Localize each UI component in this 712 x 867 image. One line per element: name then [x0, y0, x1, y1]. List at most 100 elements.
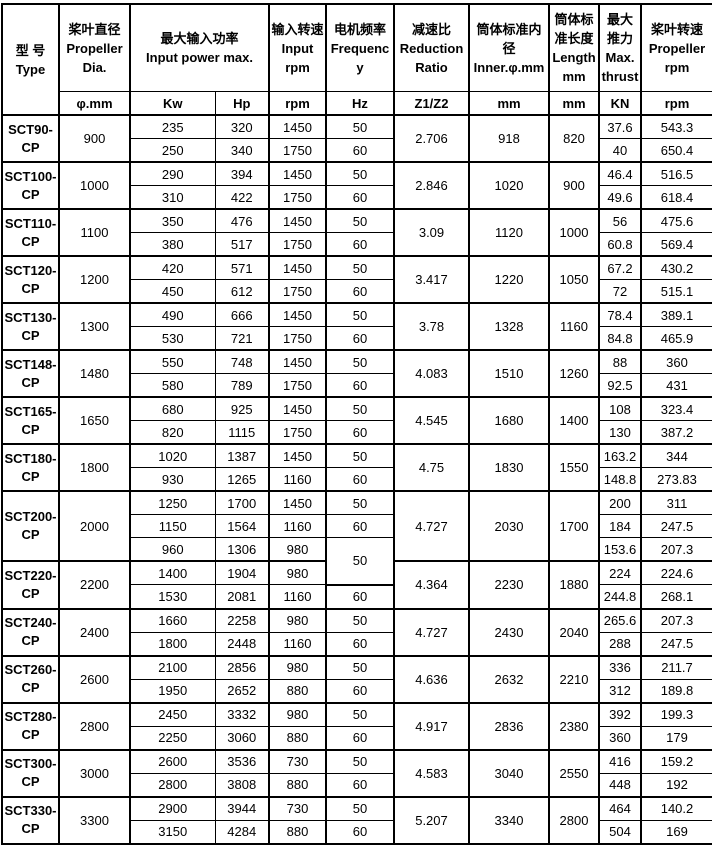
propeller-dia-cell: 2400 — [58, 608, 131, 657]
unit-prop-rpm: rpm — [640, 91, 712, 116]
input-rpm-cell: 1750 — [268, 326, 327, 351]
header-length: 筒体标准长度 Length mm — [548, 3, 600, 92]
model-cell: SCT330-CP — [1, 796, 60, 845]
hz-cell: 50 — [325, 114, 395, 139]
input-rpm-cell: 1750 — [268, 279, 327, 304]
unit-inner: mm — [468, 91, 550, 116]
propeller-rpm-cell: 650.4 — [640, 138, 712, 163]
max-thrust-cell: 56 — [598, 208, 642, 233]
kw-cell: 680 — [129, 396, 216, 421]
header-propeller-rpm: 桨叶转速 Propeller rpm — [640, 3, 712, 92]
header-inner-dia: 筒体标准内径 Inner.φ.mm — [468, 3, 550, 92]
input-rpm-cell: 1160 — [268, 467, 327, 492]
kw-cell: 350 — [129, 208, 216, 233]
table-row-sct90-cp-1: SCT90-CP 900 235 320 1450 50 2.706 918 820 37.6 54… — [1, 114, 712, 163]
input-rpm-cell: 980 — [268, 537, 327, 562]
table-row-sct330-cp-2: 3150 4284 880 60 504 169 — [2, 819, 712, 845]
table-row-sct280-cp-2: 2250 3060 880 60 360 179 — [2, 725, 712, 751]
hz-cell: 60 — [325, 819, 395, 845]
table-row-sct165-cp-2: 820 1115 1750 60 130 387.2 — [2, 420, 712, 445]
table-row-sct200-cp-1: SCT200-CP 2000 1250 1700 1450 50 4.727 2030 1700… — [1, 490, 712, 562]
hz-cell: 50 — [325, 490, 395, 515]
input-rpm-cell: 1750 — [268, 420, 327, 445]
table-row-sct130-cp-2: 530 721 1750 60 84.8 465.9 — [2, 326, 712, 351]
kw-cell: 2600 — [129, 749, 216, 774]
header-row-units: φ.mm Kw Hp rpm Hz Z1/Z2 mm mm KN rpm — [2, 91, 712, 116]
kw-cell: 490 — [129, 302, 216, 327]
table-row-sct110-cp-1: SCT110-CP 1100 350 476 1450 50 3.09 1120 1000 56 4… — [1, 208, 712, 257]
max-thrust-cell: 37.6 — [598, 114, 642, 139]
max-thrust-cell: 464 — [598, 796, 642, 821]
max-thrust-cell: 84.8 — [598, 326, 642, 351]
header-row-titles: 型 号 Type 桨叶直径 Propeller Dia. 最大输入功率 Inpu… — [1, 3, 712, 116]
reduction-ratio-cell: 4.583 — [393, 749, 470, 798]
max-thrust-cell: 504 — [598, 819, 642, 845]
header-reduction-ratio: 减速比 Reduction Ratio — [393, 3, 470, 92]
max-thrust-cell: 108 — [598, 396, 642, 421]
propeller-rpm-cell: 273.83 — [640, 467, 712, 492]
kw-cell: 420 — [129, 255, 216, 280]
table-row-sct130-cp-1: SCT130-CP 1300 490 666 1450 50 3.78 1328 1160 78.… — [1, 302, 712, 351]
table-row-sct200-cp-3: 960 1306 980 50 153.6 207.3 — [2, 537, 712, 586]
table-row-sct220-cp-1: SCT220-CP 2200 1400 1904 980 4.364 2230 1880 224… — [1, 560, 712, 610]
max-thrust-cell: 184 — [598, 514, 642, 538]
inner-dia-cell: 1510 — [468, 349, 550, 398]
kw-cell: 310 — [129, 185, 216, 210]
reduction-ratio-cell: 3.417 — [393, 255, 470, 304]
input-rpm-cell: 1450 — [268, 349, 327, 374]
max-thrust-cell: 224 — [598, 560, 642, 585]
table-row-sct165-cp-1: SCT165-CP 1650 680 925 1450 50 4.545 1680 1400 10… — [1, 396, 712, 445]
max-thrust-cell: 163.2 — [598, 443, 642, 468]
kw-cell: 580 — [129, 373, 216, 398]
max-thrust-cell: 148.8 — [598, 467, 642, 492]
hp-cell: 721 — [214, 326, 270, 351]
kw-cell: 1150 — [129, 514, 216, 538]
input-rpm-cell: 1450 — [268, 161, 327, 186]
kw-cell: 3150 — [129, 819, 216, 845]
hp-cell: 1115 — [214, 420, 270, 445]
propeller-rpm-cell: 430.2 — [640, 255, 712, 280]
hp-cell: 1700 — [214, 490, 270, 515]
propeller-rpm-cell: 465.9 — [640, 326, 712, 351]
length-cell: 900 — [548, 161, 600, 210]
max-thrust-cell: 153.6 — [598, 537, 642, 562]
propeller-dia-cell: 2800 — [58, 702, 131, 751]
propeller-rpm-cell: 207.3 — [640, 608, 712, 633]
propeller-dia-cell: 1000 — [58, 161, 131, 210]
length-cell: 820 — [548, 114, 600, 163]
table-row-sct120-cp-2: 450 612 1750 60 72 515.1 — [2, 279, 712, 304]
hp-cell: 3060 — [214, 725, 270, 751]
hp-cell: 571 — [214, 255, 270, 280]
hp-cell: 422 — [214, 185, 270, 210]
header-input-power: 最大输入功率 Input power max. — [129, 3, 270, 92]
hp-cell: 3536 — [214, 749, 270, 774]
unit-hz: Hz — [325, 91, 395, 116]
reduction-ratio-cell: 4.364 — [393, 560, 470, 610]
inner-dia-cell: 1680 — [468, 396, 550, 445]
hp-cell: 517 — [214, 232, 270, 257]
table-header: 型 号 Type 桨叶直径 Propeller Dia. 最大输入功率 Inpu… — [1, 3, 712, 116]
hp-cell: 612 — [214, 279, 270, 304]
hz-cell: 50 — [325, 349, 395, 374]
propeller-rpm-cell: 311 — [640, 490, 712, 515]
hp-cell: 1265 — [214, 467, 270, 492]
model-cell: SCT165-CP — [1, 396, 60, 445]
propeller-rpm-cell: 389.1 — [640, 302, 712, 327]
hz-cell: 60 — [325, 631, 395, 657]
kw-cell: 1660 — [129, 608, 216, 633]
max-thrust-cell: 67.2 — [598, 255, 642, 280]
input-rpm-cell: 1450 — [268, 302, 327, 327]
thruster-spec-table: 型 号 Type 桨叶直径 Propeller Dia. 最大输入功率 Inpu… — [1, 3, 712, 845]
unit-length: mm — [548, 91, 600, 116]
length-cell: 2380 — [548, 702, 600, 751]
propeller-dia-cell: 1300 — [58, 302, 131, 351]
hz-cell: 60 — [325, 185, 395, 210]
propeller-rpm-cell: 323.4 — [640, 396, 712, 421]
inner-dia-cell: 2632 — [468, 655, 550, 704]
hz-cell: 60 — [325, 514, 395, 538]
max-thrust-cell: 49.6 — [598, 185, 642, 210]
hp-cell: 2856 — [214, 655, 270, 680]
propeller-rpm-cell: 515.1 — [640, 279, 712, 304]
hz-cell: 60 — [325, 373, 395, 398]
propeller-rpm-cell: 140.2 — [640, 796, 712, 821]
